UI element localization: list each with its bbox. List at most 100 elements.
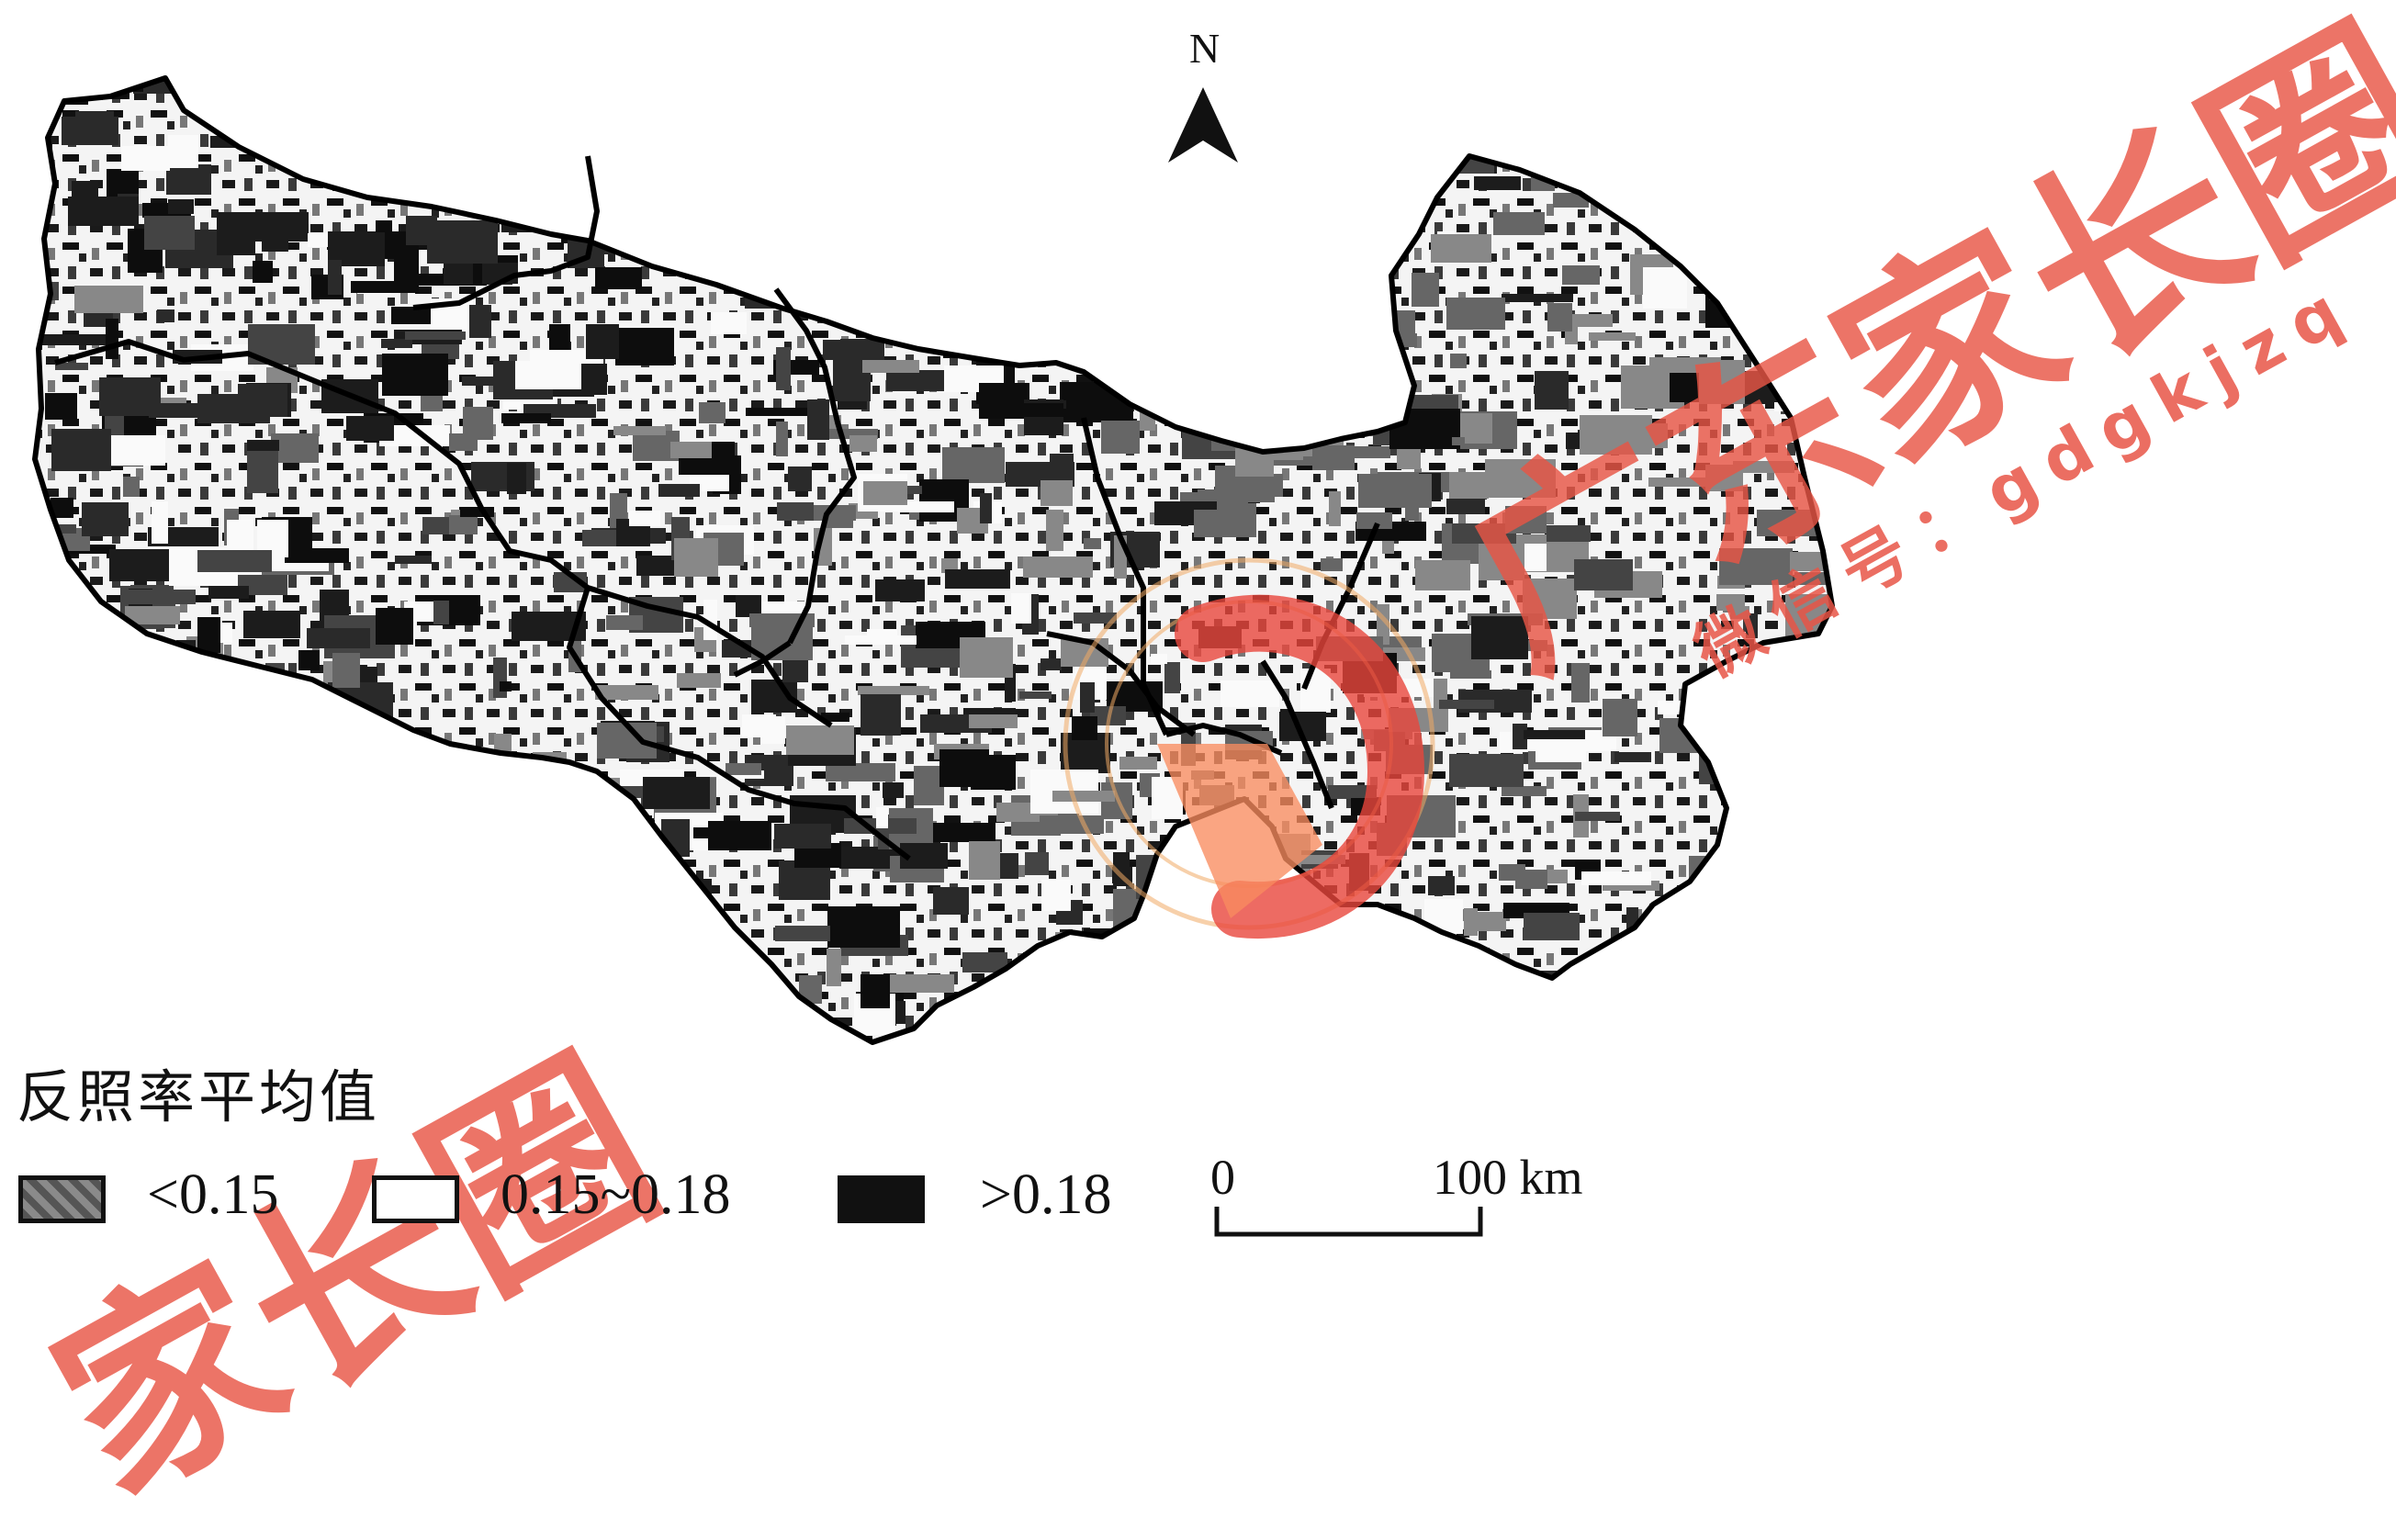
raster-cell [1791, 905, 1832, 924]
raster-cell [1452, 523, 1516, 544]
raster-cell [35, 891, 91, 917]
raster-cell [195, 875, 212, 915]
raster-cell [1224, 1014, 1288, 1042]
raster-cell [1574, 559, 1633, 590]
raster-cell [917, 138, 956, 175]
raster-cell [1449, 472, 1489, 499]
raster-cell [433, 893, 487, 933]
raster-cell [677, 673, 721, 688]
raster-cell [484, 995, 513, 1018]
raster-cell [1485, 459, 1556, 498]
raster-cell [168, 135, 198, 168]
raster-cell [1805, 120, 1832, 132]
raster-cell [157, 309, 174, 322]
raster-cell [1547, 303, 1572, 332]
raster-cell [1187, 363, 1247, 387]
raster-cell [1119, 270, 1184, 285]
raster-cell [979, 97, 1048, 140]
raster-cell [1227, 200, 1287, 225]
raster-cell [1128, 238, 1162, 269]
raster-cell [393, 887, 434, 927]
raster-cell [240, 740, 292, 765]
raster-cell [1553, 193, 1589, 208]
raster-cell [72, 181, 98, 197]
raster-cell [1074, 613, 1117, 624]
raster-cell [1603, 699, 1637, 736]
region-boundary [32, 75, 1835, 1045]
raster-cell [1271, 343, 1307, 379]
raster-cell [1285, 1051, 1318, 1095]
raster-cell [1356, 512, 1392, 529]
raster-cell [449, 127, 519, 152]
raster-cell [405, 332, 466, 340]
raster-cell [797, 90, 832, 107]
raster-cell [1145, 1058, 1157, 1078]
raster-cell [469, 305, 491, 338]
raster-cell [62, 117, 118, 145]
raster-cell [1072, 974, 1089, 1002]
raster-cell [1377, 1015, 1391, 1042]
raster-cell [1041, 480, 1073, 506]
raster-cell [1661, 203, 1698, 220]
raster-cell [931, 823, 996, 842]
raster-cell [1555, 150, 1583, 168]
raster-cell [745, 972, 759, 980]
raster-cell [693, 827, 726, 838]
raster-cell [1025, 1008, 1079, 1017]
raster-cell [515, 361, 581, 389]
raster-cell [152, 501, 168, 544]
raster-cell [1735, 78, 1788, 84]
raster-cell [273, 895, 287, 912]
raster-cell [1590, 990, 1620, 1012]
raster-cell [1428, 876, 1455, 895]
raster-cell [774, 824, 831, 849]
raster-cell [306, 931, 377, 972]
raster-cell [351, 281, 397, 293]
raster-cell [1446, 298, 1505, 330]
raster-cell [1254, 1006, 1277, 1037]
raster-cell [696, 192, 719, 208]
raster-cell [1589, 332, 1636, 341]
raster-cell [1571, 663, 1590, 703]
raster-cell [446, 103, 469, 134]
raster-cell [1641, 1062, 1664, 1073]
raster-cell [1686, 116, 1715, 130]
raster-cell [1707, 1021, 1749, 1042]
raster-cell [1737, 768, 1769, 806]
raster-cell [1672, 119, 1704, 152]
raster-cell [1074, 247, 1130, 261]
raster-cell [1413, 131, 1426, 150]
raster-cell [901, 240, 935, 281]
raster-cell [51, 429, 111, 471]
raster-cell [1389, 409, 1460, 449]
raster-cell [74, 286, 143, 313]
raster-cell [1431, 234, 1491, 263]
raster-cell [1734, 784, 1792, 793]
raster-cell [1502, 1054, 1532, 1068]
raster-cell [826, 763, 895, 781]
raster-cell [1574, 1063, 1648, 1105]
raster-cell [321, 1043, 390, 1053]
raster-cell [247, 440, 279, 451]
raster-cell [421, 987, 476, 1006]
raster-cell [1072, 271, 1084, 312]
raster-cell [1775, 670, 1789, 683]
raster-cell [697, 970, 714, 988]
raster-cell [1730, 606, 1749, 619]
raster-cell [328, 260, 342, 295]
raster-cell [1046, 510, 1063, 551]
raster-cell [1158, 272, 1226, 279]
raster-cell [1036, 318, 1110, 357]
raster-cell [244, 765, 294, 796]
raster-cell [978, 84, 994, 106]
raster-cell [1200, 1017, 1227, 1042]
raster-cell [1288, 197, 1311, 222]
raster-cell [931, 338, 984, 351]
raster-cell [669, 232, 713, 240]
raster-cell [45, 393, 77, 420]
raster-cell [133, 927, 165, 936]
raster-cell [1101, 421, 1140, 454]
raster-cell [216, 830, 230, 846]
raster-cell [307, 628, 370, 648]
raster-cell [922, 260, 939, 276]
